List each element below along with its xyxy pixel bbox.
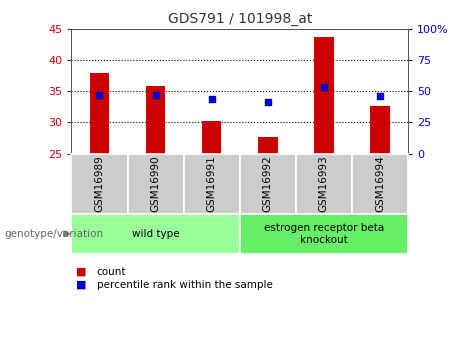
Point xyxy=(264,99,272,105)
Bar xyxy=(314,37,334,154)
Text: GSM16992: GSM16992 xyxy=(263,155,273,212)
Title: GDS791 / 101998_at: GDS791 / 101998_at xyxy=(167,11,312,26)
Point xyxy=(96,92,103,97)
Bar xyxy=(352,154,408,214)
Text: estrogen receptor beta
knockout: estrogen receptor beta knockout xyxy=(264,223,384,245)
Bar xyxy=(71,154,128,214)
Bar xyxy=(146,87,165,154)
Text: GSM16989: GSM16989 xyxy=(95,155,105,212)
Point xyxy=(376,93,384,99)
Point xyxy=(320,84,327,90)
Bar xyxy=(240,214,408,254)
Text: genotype/variation: genotype/variation xyxy=(5,229,104,239)
Bar xyxy=(240,154,296,214)
Text: GSM16991: GSM16991 xyxy=(207,155,217,212)
Text: count: count xyxy=(97,267,126,276)
Point xyxy=(208,96,215,102)
Bar xyxy=(258,137,278,154)
Text: wild type: wild type xyxy=(132,229,179,239)
Text: GSM16993: GSM16993 xyxy=(319,155,329,212)
Text: ■: ■ xyxy=(76,267,87,276)
Bar xyxy=(71,214,240,254)
Bar xyxy=(202,121,221,154)
Bar xyxy=(90,73,109,154)
Text: percentile rank within the sample: percentile rank within the sample xyxy=(97,280,273,289)
Bar xyxy=(128,154,183,214)
Bar xyxy=(183,154,240,214)
Text: GSM16994: GSM16994 xyxy=(375,155,385,212)
Bar xyxy=(296,154,352,214)
Bar xyxy=(370,106,390,154)
Text: ■: ■ xyxy=(76,280,87,289)
Text: GSM16990: GSM16990 xyxy=(151,155,160,212)
Point xyxy=(152,92,160,97)
